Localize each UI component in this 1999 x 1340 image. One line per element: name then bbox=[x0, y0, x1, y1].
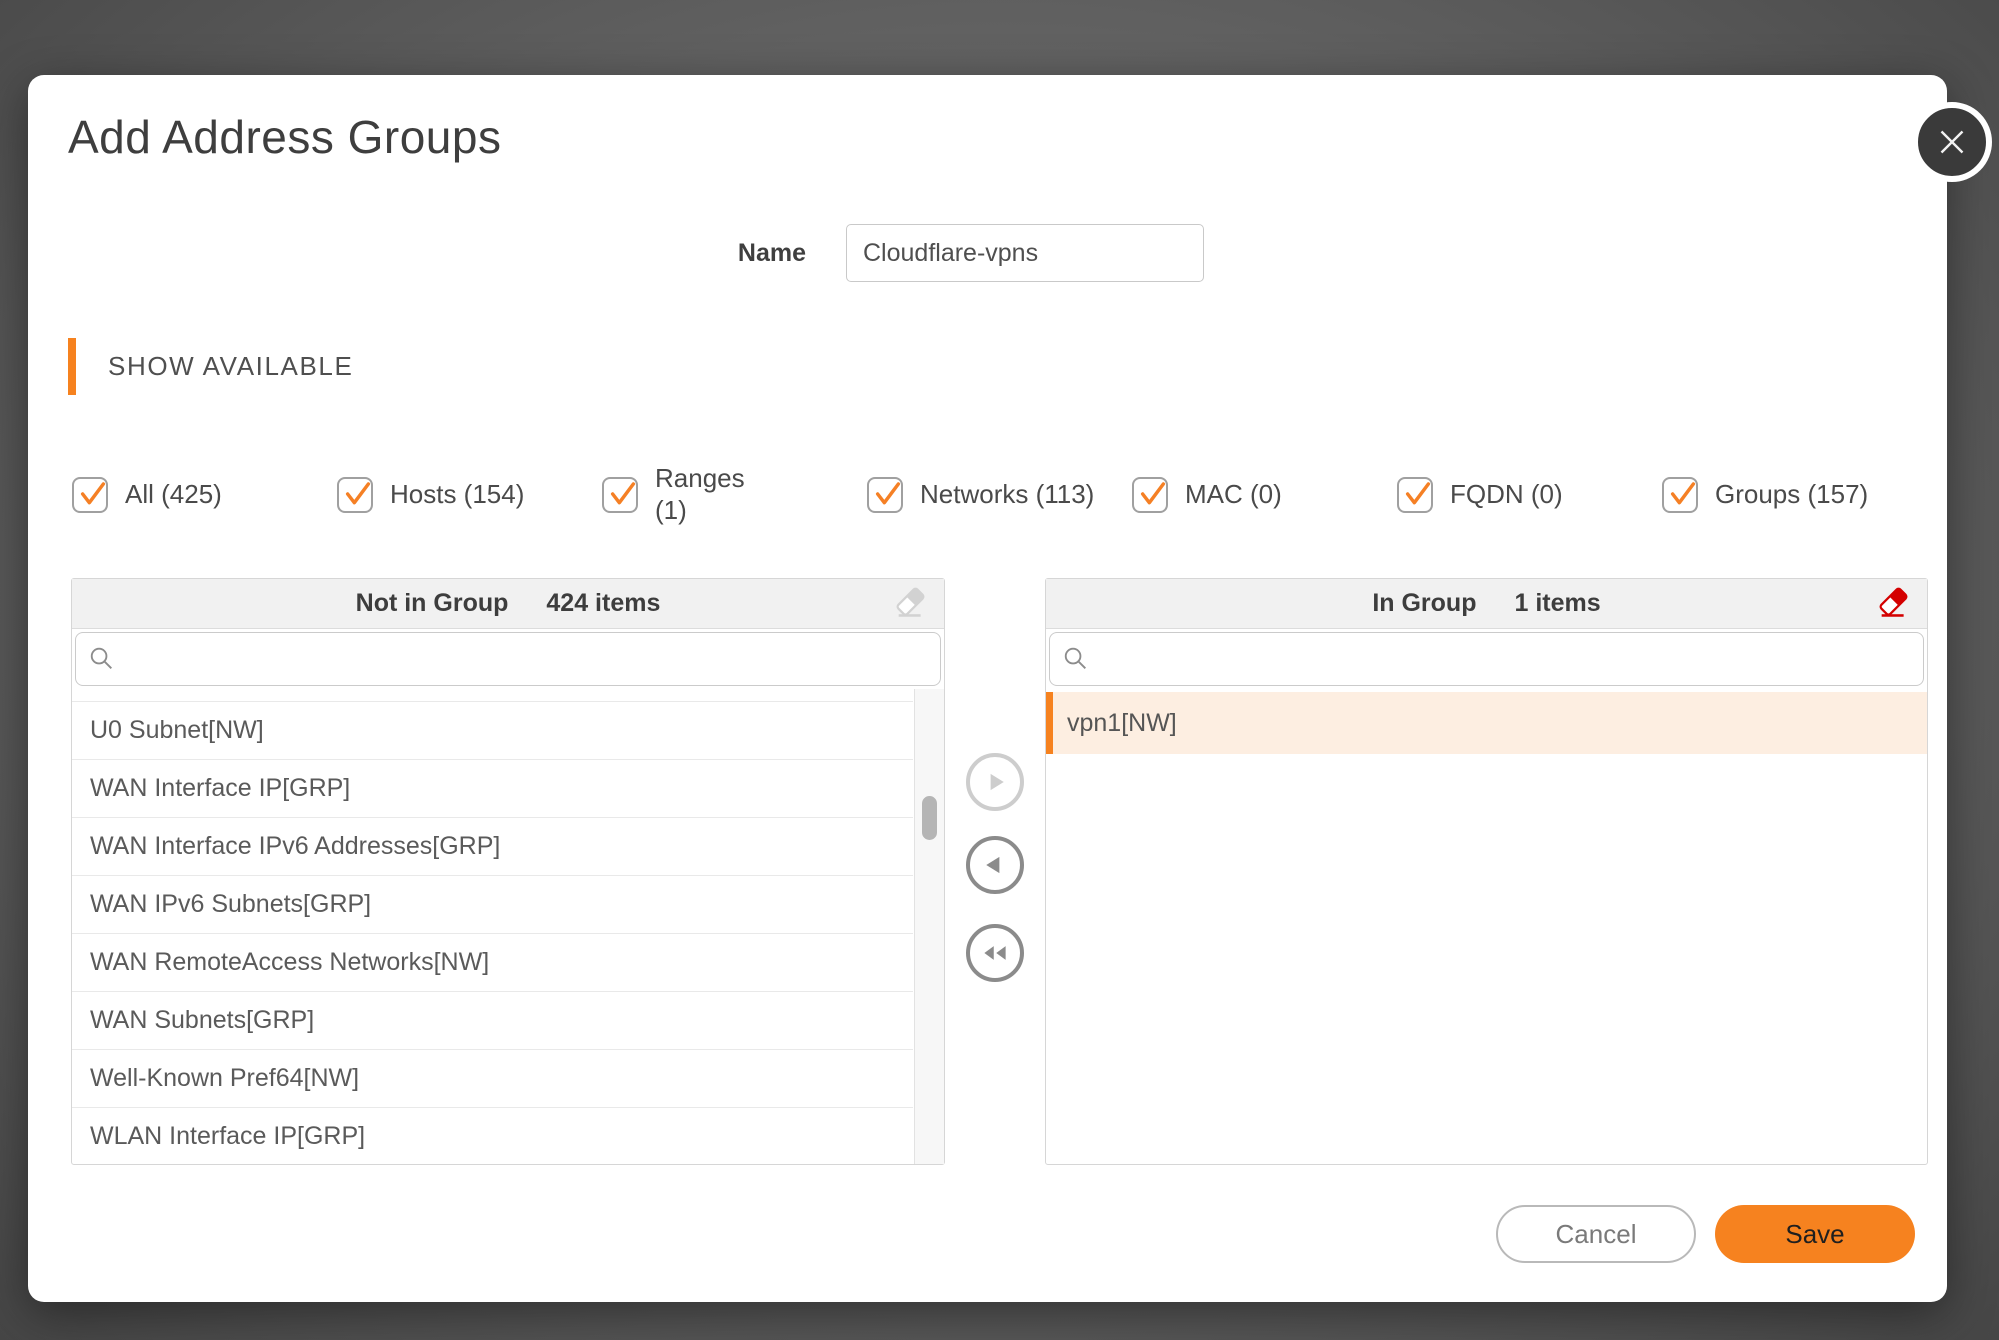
panel-title: In Group bbox=[1372, 589, 1477, 617]
cancel-button[interactable]: Cancel bbox=[1496, 1205, 1696, 1263]
panel-item-count: 1 items bbox=[1514, 589, 1601, 617]
clear-group-button[interactable] bbox=[1875, 587, 1911, 623]
check-icon bbox=[610, 482, 636, 505]
partial-list-row bbox=[72, 689, 913, 702]
name-label: Name bbox=[737, 239, 806, 267]
eraser-icon bbox=[896, 587, 925, 617]
in-group-panel: In Group 1 items bbox=[1045, 578, 1928, 1165]
list-rows: vpn1[NW] bbox=[1046, 692, 1927, 754]
list-rows: U0 Subnet[NW] WAN Interface IP[GRP] WAN … bbox=[72, 702, 944, 1164]
panel-item-count: 424 items bbox=[546, 589, 661, 617]
double-arrow-left-icon bbox=[984, 946, 1006, 960]
in-group-search-input[interactable] bbox=[1049, 632, 1924, 686]
list-item[interactable]: vpn1[NW] bbox=[1046, 692, 1927, 754]
not-in-group-list: U0 Subnet[NW] WAN Interface IP[GRP] WAN … bbox=[72, 689, 944, 1164]
filter-label: MAC (0) bbox=[1185, 479, 1282, 510]
checkbox[interactable] bbox=[602, 477, 638, 513]
add-address-groups-dialog: Add Address Groups Name SHOW AVAILABLE A… bbox=[28, 75, 1992, 1302]
move-all-left-button[interactable] bbox=[966, 924, 1024, 982]
checkbox[interactable] bbox=[72, 477, 108, 513]
type-filter-row: All (425) Hosts (154) Ranges (1) bbox=[72, 460, 1932, 530]
filter-checkbox-item[interactable]: Hosts (154) bbox=[337, 460, 602, 530]
checkbox[interactable] bbox=[1397, 477, 1433, 513]
clear-selection-button[interactable] bbox=[892, 587, 928, 623]
not-in-group-header: Not in Group 424 items bbox=[72, 579, 944, 629]
in-group-list: vpn1[NW] bbox=[1046, 689, 1927, 1164]
list-item[interactable]: WLAN Interface IP[GRP] bbox=[72, 1108, 913, 1164]
filter-label: Ranges (1) bbox=[655, 463, 745, 525]
list-item[interactable]: WAN Interface IP[GRP] bbox=[72, 760, 913, 818]
not-in-group-panel: Not in Group 424 items bbox=[71, 578, 945, 1165]
list-item[interactable]: WAN IPv6 Subnets[GRP] bbox=[72, 876, 913, 934]
filter-checkbox-item[interactable]: Networks (113) bbox=[867, 460, 1132, 530]
move-right-button[interactable] bbox=[966, 753, 1024, 811]
dialog-title: Add Address Groups bbox=[68, 111, 502, 163]
filter-checkbox-item[interactable]: All (425) bbox=[72, 460, 337, 530]
arrow-left-icon bbox=[986, 856, 1000, 874]
section-accent-bar bbox=[68, 338, 76, 395]
filter-label: Hosts (154) bbox=[390, 479, 525, 510]
filter-label: FQDN (0) bbox=[1450, 479, 1563, 510]
filter-label: All (425) bbox=[125, 479, 222, 510]
filter-checkbox-item[interactable]: Ranges (1) bbox=[602, 460, 867, 530]
check-icon bbox=[1405, 482, 1431, 505]
list-item[interactable]: WAN RemoteAccess Networks[NW] bbox=[72, 934, 913, 992]
search-icon bbox=[1064, 647, 1086, 669]
in-group-header: In Group 1 items bbox=[1046, 579, 1927, 629]
check-icon bbox=[345, 482, 371, 505]
show-available-section: SHOW AVAILABLE bbox=[68, 338, 353, 395]
scrollbar-thumb[interactable] bbox=[922, 796, 937, 840]
close-button[interactable] bbox=[1912, 102, 1992, 182]
check-icon bbox=[1140, 482, 1166, 505]
search-field bbox=[75, 632, 941, 686]
scrollbar-track[interactable] bbox=[914, 689, 944, 1164]
list-item[interactable]: Well-Known Pref64[NW] bbox=[72, 1050, 913, 1108]
checkbox[interactable] bbox=[1132, 477, 1168, 513]
filter-checkbox-item[interactable]: Groups (157) bbox=[1662, 460, 1927, 530]
checkbox[interactable] bbox=[1662, 477, 1698, 513]
check-icon bbox=[1670, 482, 1696, 505]
eraser-icon bbox=[1879, 587, 1908, 617]
checkbox[interactable] bbox=[337, 477, 373, 513]
checkbox[interactable] bbox=[867, 477, 903, 513]
filter-checkbox-item[interactable]: MAC (0) bbox=[1132, 460, 1397, 530]
not-in-group-search-input[interactable] bbox=[75, 632, 941, 686]
filter-label: Groups (157) bbox=[1715, 479, 1869, 510]
save-button[interactable]: Save bbox=[1715, 1205, 1915, 1263]
list-item[interactable]: WAN Interface IPv6 Addresses[GRP] bbox=[72, 818, 913, 876]
search-icon bbox=[90, 647, 112, 669]
close-icon bbox=[1940, 130, 1964, 154]
check-icon bbox=[80, 482, 106, 505]
check-icon bbox=[875, 482, 901, 505]
arrow-right-icon bbox=[990, 773, 1004, 791]
list-item[interactable]: WAN Subnets[GRP] bbox=[72, 992, 913, 1050]
search-field bbox=[1049, 632, 1924, 686]
filter-label: Networks (113) bbox=[920, 479, 1095, 510]
name-input[interactable] bbox=[846, 224, 1204, 282]
move-left-button[interactable] bbox=[966, 836, 1024, 894]
panel-title: Not in Group bbox=[355, 589, 509, 617]
filter-checkbox-item[interactable]: FQDN (0) bbox=[1397, 460, 1662, 530]
section-label: SHOW AVAILABLE bbox=[108, 351, 354, 381]
list-item[interactable]: U0 Subnet[NW] bbox=[72, 702, 913, 760]
